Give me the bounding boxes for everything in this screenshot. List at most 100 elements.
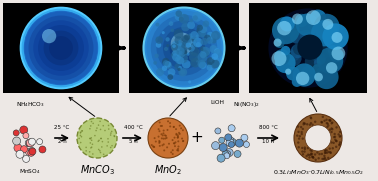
- Circle shape: [326, 151, 328, 154]
- Circle shape: [162, 134, 164, 136]
- Circle shape: [305, 125, 331, 151]
- Circle shape: [91, 121, 92, 122]
- Circle shape: [175, 10, 182, 17]
- Circle shape: [234, 150, 241, 157]
- Circle shape: [28, 138, 36, 145]
- Circle shape: [43, 31, 78, 65]
- Circle shape: [177, 41, 181, 46]
- Circle shape: [310, 116, 312, 119]
- Circle shape: [80, 131, 82, 133]
- Circle shape: [102, 125, 104, 127]
- Circle shape: [178, 53, 188, 63]
- Circle shape: [156, 42, 161, 48]
- Circle shape: [297, 141, 299, 144]
- Circle shape: [212, 142, 220, 150]
- Circle shape: [311, 156, 314, 158]
- Circle shape: [209, 45, 217, 53]
- Circle shape: [308, 154, 311, 156]
- Circle shape: [148, 118, 188, 158]
- Circle shape: [178, 146, 180, 148]
- Circle shape: [314, 14, 339, 39]
- Circle shape: [175, 134, 177, 136]
- Circle shape: [207, 62, 212, 67]
- Circle shape: [77, 118, 117, 158]
- Circle shape: [330, 152, 332, 154]
- Circle shape: [39, 146, 46, 153]
- Circle shape: [170, 28, 174, 32]
- Circle shape: [160, 125, 162, 127]
- Circle shape: [225, 134, 232, 141]
- Circle shape: [338, 144, 341, 146]
- Circle shape: [332, 142, 335, 144]
- Circle shape: [271, 51, 287, 66]
- Circle shape: [181, 41, 190, 50]
- Circle shape: [161, 137, 163, 139]
- Circle shape: [272, 17, 299, 44]
- Circle shape: [321, 153, 323, 155]
- Circle shape: [110, 134, 112, 136]
- Circle shape: [159, 121, 161, 123]
- Circle shape: [177, 136, 179, 138]
- Circle shape: [26, 141, 32, 147]
- Circle shape: [322, 19, 333, 30]
- Circle shape: [197, 25, 203, 31]
- Circle shape: [28, 149, 35, 156]
- Circle shape: [291, 44, 304, 58]
- Circle shape: [180, 70, 185, 75]
- Circle shape: [322, 23, 349, 50]
- Circle shape: [106, 145, 108, 147]
- Circle shape: [166, 44, 169, 47]
- Circle shape: [211, 31, 220, 40]
- Circle shape: [307, 153, 309, 156]
- Circle shape: [302, 137, 304, 140]
- Circle shape: [110, 147, 112, 148]
- Circle shape: [178, 132, 180, 134]
- Circle shape: [334, 136, 336, 138]
- Circle shape: [296, 14, 318, 36]
- Circle shape: [175, 128, 177, 130]
- Circle shape: [81, 136, 82, 138]
- Circle shape: [300, 36, 310, 45]
- Circle shape: [13, 130, 19, 136]
- Circle shape: [215, 128, 221, 134]
- Circle shape: [326, 45, 337, 56]
- Circle shape: [107, 138, 109, 140]
- Circle shape: [182, 60, 191, 69]
- Bar: [129, 3, 239, 93]
- Circle shape: [302, 128, 304, 130]
- Circle shape: [293, 43, 305, 55]
- Circle shape: [290, 51, 296, 57]
- Circle shape: [332, 47, 345, 60]
- Circle shape: [191, 58, 200, 68]
- Circle shape: [324, 149, 327, 151]
- Circle shape: [170, 33, 193, 55]
- Circle shape: [324, 152, 326, 154]
- Circle shape: [339, 143, 341, 145]
- Circle shape: [173, 126, 175, 128]
- Circle shape: [80, 142, 82, 143]
- Circle shape: [23, 133, 29, 139]
- Circle shape: [335, 146, 338, 148]
- Circle shape: [190, 47, 200, 56]
- Circle shape: [102, 141, 103, 142]
- Circle shape: [92, 123, 94, 124]
- Circle shape: [179, 14, 189, 24]
- Circle shape: [311, 155, 313, 158]
- Circle shape: [85, 150, 87, 152]
- Circle shape: [28, 16, 93, 81]
- Circle shape: [169, 33, 198, 63]
- Text: LiOH: LiOH: [210, 100, 224, 105]
- Circle shape: [161, 144, 163, 146]
- Circle shape: [178, 68, 187, 77]
- Circle shape: [164, 61, 171, 68]
- Circle shape: [162, 66, 167, 71]
- Circle shape: [155, 23, 160, 27]
- Circle shape: [177, 137, 179, 139]
- Circle shape: [332, 32, 342, 43]
- Circle shape: [323, 155, 325, 157]
- Circle shape: [165, 37, 170, 42]
- Circle shape: [297, 35, 323, 60]
- Circle shape: [311, 63, 324, 76]
- Circle shape: [339, 135, 341, 138]
- Circle shape: [95, 130, 97, 131]
